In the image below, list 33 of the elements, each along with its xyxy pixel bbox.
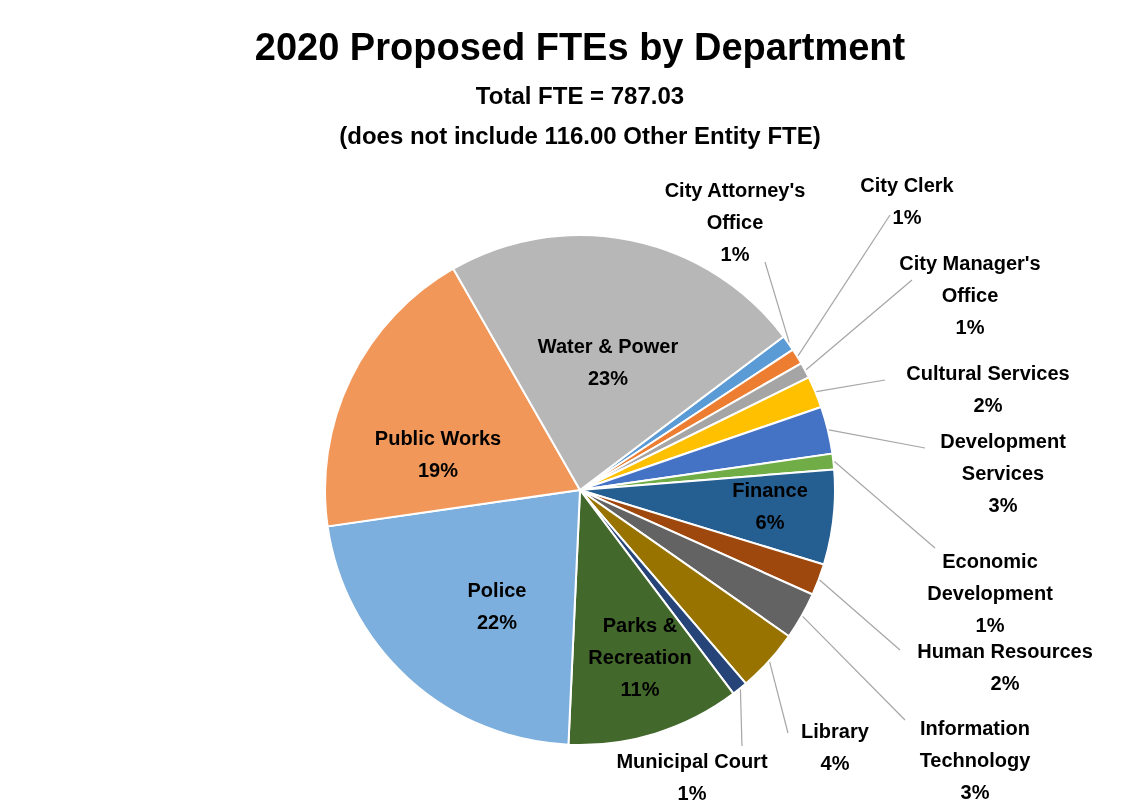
slice-label: City Attorney's Office [664,179,806,233]
data-label: 1% [892,206,922,228]
data-label: 1% [720,243,750,265]
data-label: 22% [476,611,518,633]
data-label: 2% [990,672,1020,694]
slice-label: Finance [732,479,808,501]
data-label: 3% [960,781,990,803]
text: (does not include 116.00 Other Entity FTE) [339,122,821,149]
slice-label: Economic Development [927,550,1054,604]
slice-label: City Clerk [860,174,955,196]
data-label: 1% [677,782,707,804]
slice-label: Water & Power [537,335,679,357]
chart-title: 2020 Proposed FTEs by Department [254,26,906,68]
slice-label: Cultural Services [906,362,1070,384]
slice-label: Development Services [940,430,1067,484]
slice-label: Public Works [374,427,502,449]
slice-label: Police [467,579,527,601]
data-label: 1% [955,316,985,338]
data-label: 11% [620,678,660,700]
data-label: 3% [988,494,1018,516]
slice-label: City Manager's Office [899,252,1041,306]
slice-label: Information Technology [919,717,1032,771]
data-label: 23% [587,367,629,389]
data-label: 2% [973,394,1003,416]
data-label: 6% [755,511,785,533]
slice-label: Human Resources [917,640,1093,662]
data-label: 19% [417,459,459,481]
data-label: 4% [820,752,850,774]
slice-label: Municipal Court [616,750,768,772]
data-label: 1% [975,614,1005,636]
slice-label: Parks & Recreation [588,614,692,668]
chart-subtitle: Total FTE = 787.03 [475,82,685,109]
slice-label: Library [801,720,870,742]
